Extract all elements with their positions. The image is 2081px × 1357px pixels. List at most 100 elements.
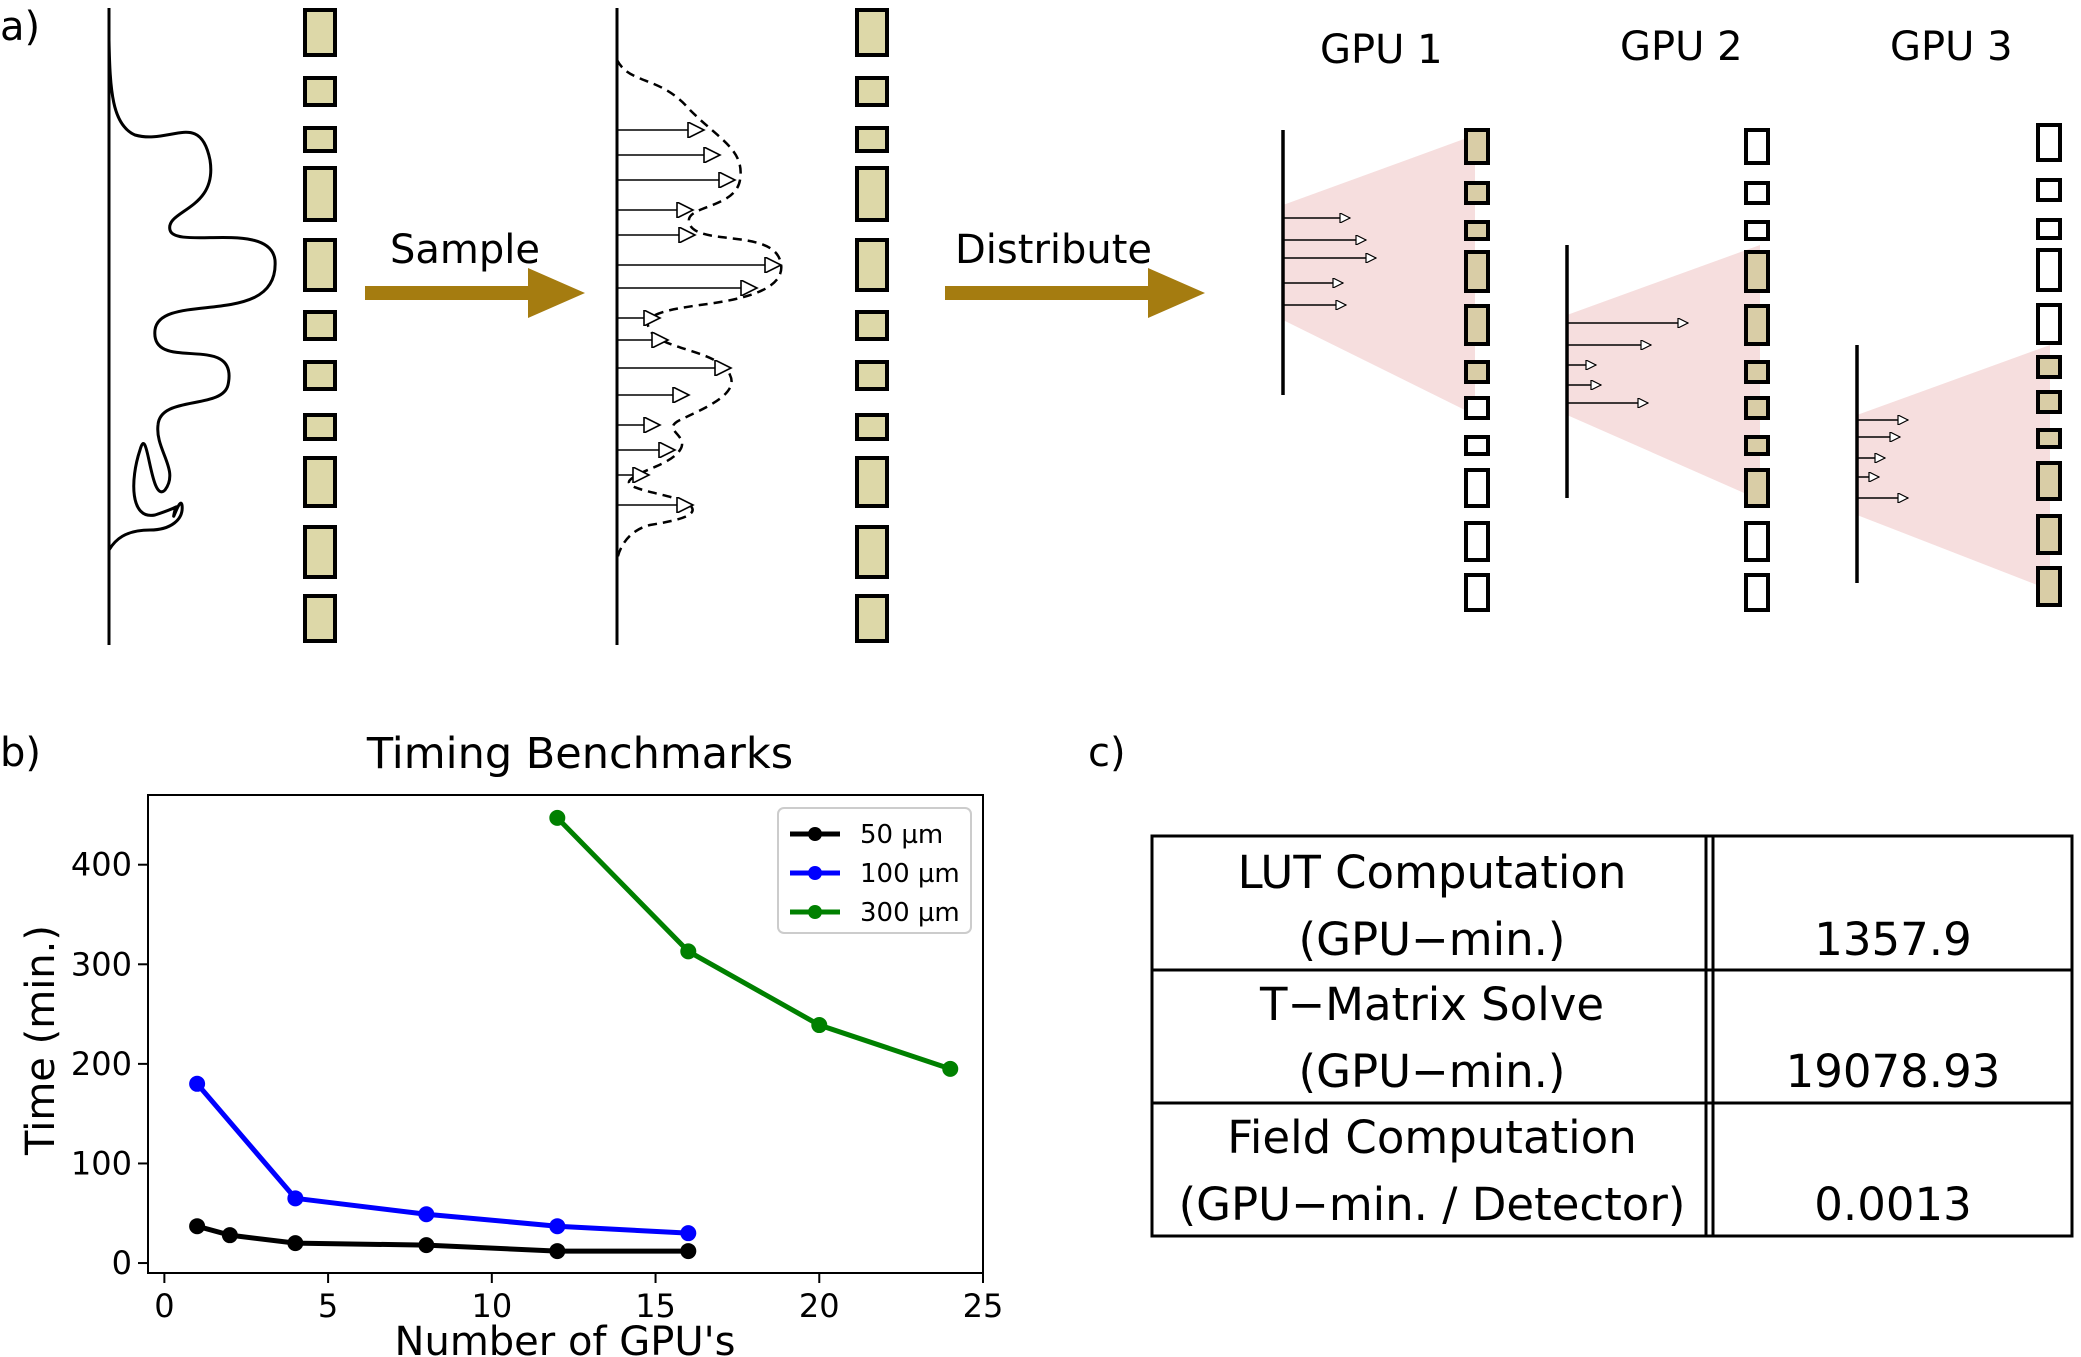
data-point — [680, 1225, 697, 1242]
gpu-3-assembly — [1855, 123, 2062, 607]
gpu-3-blocks — [2036, 123, 2062, 607]
gpu-1-blocks — [1464, 128, 1490, 612]
data-point — [942, 1060, 959, 1077]
block — [855, 456, 889, 508]
data-point — [811, 1017, 828, 1034]
block — [855, 413, 889, 441]
data-point — [287, 1190, 304, 1207]
panel-b: b) Timing Benchmarks 0 5 10 15 20 25 0 100 200 3… — [0, 729, 1003, 1357]
source-distribution — [107, 8, 277, 645]
data-point — [189, 1075, 206, 1092]
sample-arrow — [365, 268, 585, 318]
row-2-label-line-2: (GPU−min.) — [1299, 1045, 1566, 1098]
source-curve — [107, 39, 277, 551]
sample-arrows — [617, 130, 781, 505]
block — [303, 166, 337, 222]
block — [855, 76, 889, 107]
gpu-1-assembly — [1281, 128, 1490, 612]
panel-c: c) LUT Computation (GPU−min.) 1357.9 T−M… — [1088, 730, 2074, 1238]
gpu-1-cone — [1283, 135, 1475, 415]
y-tick-label: 400 — [71, 846, 132, 884]
sampled-distribution — [615, 8, 783, 645]
chart-title: Timing Benchmarks — [366, 729, 793, 779]
gpu-2-cone — [1567, 245, 1760, 500]
block — [855, 126, 889, 153]
data-point — [287, 1235, 304, 1252]
sample-label: Sample — [390, 227, 540, 273]
data-point — [549, 1243, 566, 1260]
block — [855, 166, 889, 222]
row-2-label-line-1: T−Matrix Solve — [1259, 978, 1604, 1031]
data-point — [418, 1206, 435, 1223]
gpu-2-blocks — [1744, 128, 1770, 612]
table-row: T−Matrix Solve (GPU−min.) 19078.93 — [1259, 978, 2000, 1098]
x-tick-label: 15 — [635, 1287, 676, 1325]
series-layer — [189, 809, 959, 1260]
y-tick-label: 100 — [71, 1144, 132, 1182]
block — [855, 360, 889, 391]
distribute-arrow — [945, 268, 1205, 318]
gpu-3-arrows — [1857, 420, 1908, 498]
block — [303, 8, 337, 57]
legend-box — [777, 807, 972, 934]
y-tick-label: 0 — [112, 1244, 132, 1282]
row-1-value: 1357.9 — [1814, 913, 1971, 966]
legend-items: 50 µm 100 µm 300 µm — [790, 820, 960, 928]
block — [303, 456, 337, 508]
data-point — [189, 1218, 206, 1235]
block — [303, 413, 337, 441]
panel-a-label: a) — [0, 4, 40, 50]
legend-swatch-marker — [808, 827, 822, 841]
row-2-value: 19078.93 — [1786, 1045, 2001, 1098]
row-3-label-line-2: (GPU−min. / Detector) — [1179, 1178, 1686, 1231]
gpu-2-assembly — [1565, 128, 1770, 612]
data-point — [549, 809, 566, 826]
block — [855, 525, 889, 579]
x-tick-label: 10 — [471, 1287, 512, 1325]
table-row: Field Computation (GPU−min. / Detector) … — [1179, 1111, 1972, 1231]
x-tick-label: 25 — [963, 1287, 1004, 1325]
legend-swatch-marker — [808, 866, 822, 880]
block — [303, 238, 337, 292]
data-point — [680, 943, 697, 960]
gpu-3-cone — [1857, 345, 2050, 590]
block — [855, 594, 889, 643]
panel-b-label: b) — [0, 730, 41, 776]
x-axis-label: Number of GPU's — [395, 1319, 736, 1357]
legend-swatch-marker — [808, 905, 822, 919]
x-tick-label: 0 — [154, 1287, 174, 1325]
block — [303, 594, 337, 643]
gpu-2-arrows — [1567, 323, 1688, 403]
x-axis: 0 5 10 15 20 25 — [154, 1273, 1003, 1325]
gpu-2-label: GPU 2 — [1620, 24, 1743, 70]
plot-frame — [147, 794, 984, 1274]
block — [855, 8, 889, 57]
block-column-1 — [303, 8, 337, 643]
legend-label: 300 µm — [860, 898, 960, 928]
y-axis-label: Time (min.) — [18, 925, 64, 1156]
gpu-3-label: GPU 3 — [1890, 24, 2013, 70]
block — [303, 525, 337, 579]
gpu-1-label: GPU 1 — [1320, 27, 1443, 73]
row-1-label-line-2: (GPU−min.) — [1299, 913, 1566, 966]
block — [303, 310, 337, 341]
y-tick-label: 200 — [71, 1045, 132, 1083]
block-column-2 — [855, 8, 889, 643]
series-line — [195, 1082, 689, 1236]
block — [855, 238, 889, 292]
panel-a: a) Sample — [0, 4, 2062, 645]
block — [303, 360, 337, 391]
data-point — [221, 1227, 238, 1244]
block — [303, 76, 337, 107]
table-row: LUT Computation (GPU−min.) 1357.9 — [1238, 846, 1972, 966]
gpu-1-arrows — [1283, 218, 1376, 305]
block — [855, 310, 889, 341]
sampled-curve — [615, 59, 783, 561]
distribute-label: Distribute — [955, 227, 1152, 273]
legend: 50 µm 100 µm 300 µm — [777, 807, 972, 934]
block — [303, 126, 337, 153]
row-3-value: 0.0013 — [1814, 1178, 1971, 1231]
row-3-label-line-1: Field Computation — [1227, 1111, 1636, 1164]
legend-label: 50 µm — [860, 820, 943, 850]
